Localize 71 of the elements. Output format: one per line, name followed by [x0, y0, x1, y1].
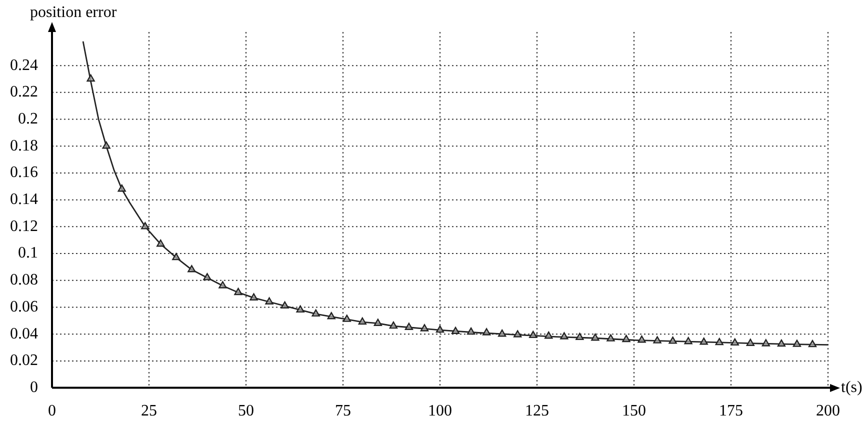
point: [466, 327, 476, 335]
point: [188, 265, 196, 272]
point: [342, 314, 351, 322]
y-tick-label: 0.24: [10, 56, 38, 74]
x-tick-label: 0: [48, 402, 56, 420]
point: [280, 301, 289, 308]
y-tick-label: 0.04: [10, 325, 38, 342]
point: [436, 325, 444, 333]
point: [420, 324, 429, 332]
point: [250, 293, 258, 300]
x-tick-label: 50: [238, 402, 254, 420]
x-tick-label: 200: [816, 402, 840, 420]
point: [218, 281, 227, 288]
y-tick-label: 0.08: [10, 272, 38, 289]
x-tick-label: 75: [335, 402, 351, 420]
y-tick-label: 0.2: [18, 110, 38, 128]
point: [638, 336, 646, 343]
point: [762, 339, 770, 346]
point: [668, 336, 677, 344]
point: [777, 339, 786, 347]
y-tick-label: 0.14: [10, 191, 38, 208]
x-tick-label: 175: [719, 402, 743, 420]
y-tick-label: 0.16: [10, 164, 38, 182]
point: [715, 338, 724, 346]
point: [529, 330, 538, 338]
x-tick-label: 125: [525, 402, 549, 420]
point: [172, 252, 180, 260]
point: [730, 338, 739, 346]
point: [606, 334, 615, 342]
point: [451, 326, 460, 334]
point: [358, 317, 366, 325]
y-tick-label: 0.12: [10, 218, 38, 235]
point: [591, 334, 600, 341]
point: [514, 330, 522, 338]
point: [544, 332, 553, 339]
point: [498, 329, 506, 337]
y-tick-label: 0.1: [18, 244, 38, 262]
point: [265, 297, 274, 304]
point: [653, 336, 662, 344]
point: [482, 328, 491, 336]
y-tick-label: 0.06: [10, 298, 38, 316]
point: [389, 321, 398, 329]
point: [622, 334, 630, 342]
point: [327, 312, 336, 320]
point: [141, 222, 150, 230]
point: [296, 305, 304, 313]
point: [102, 142, 110, 149]
point: [792, 340, 802, 347]
point: [118, 184, 126, 192]
y-tick-label: 0.22: [10, 84, 38, 101]
point: [156, 240, 165, 247]
x-tick-label: 100: [428, 402, 452, 420]
point: [312, 309, 320, 317]
point: [374, 318, 382, 326]
y-tick-label: 0.18: [10, 137, 38, 154]
y-tick-label: 0.02: [10, 352, 38, 370]
y-axis-title: position error: [30, 4, 118, 22]
x-tick-label: 25: [141, 402, 157, 420]
point: [203, 273, 212, 280]
point: [684, 337, 692, 344]
y-tick-label: 0: [30, 379, 38, 396]
x-axis-title: t(s): [841, 379, 862, 396]
point: [576, 332, 584, 340]
x-tick-label: 150: [622, 402, 646, 420]
point: [86, 74, 95, 82]
point: [808, 340, 817, 348]
point: [234, 288, 242, 296]
point: [700, 338, 708, 345]
point: [746, 338, 754, 346]
point: [404, 322, 414, 330]
point: [560, 332, 568, 340]
